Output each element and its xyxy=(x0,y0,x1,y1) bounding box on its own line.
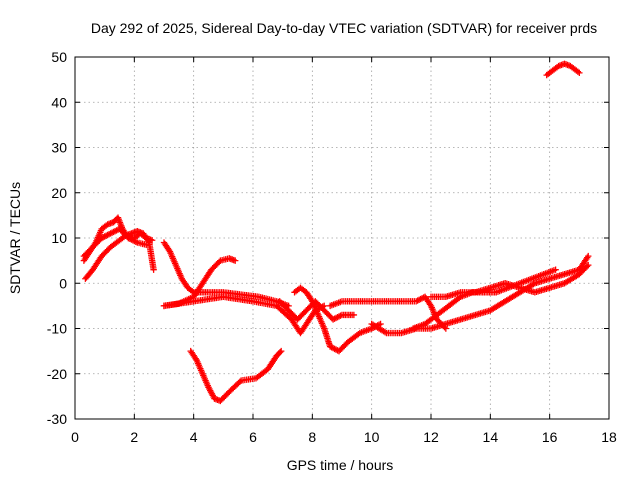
x-tick-label: 6 xyxy=(249,429,257,445)
x-tick-label: 16 xyxy=(542,429,558,445)
data-point xyxy=(132,238,140,245)
y-tick-label: -30 xyxy=(47,411,67,427)
x-tick-label: 2 xyxy=(130,429,138,445)
x-tick-label: 12 xyxy=(423,429,439,445)
y-tick-label: 0 xyxy=(59,275,67,291)
x-tick-label: 10 xyxy=(364,429,380,445)
data-point xyxy=(143,241,150,248)
data-point xyxy=(377,320,384,328)
data-point xyxy=(277,347,285,355)
y-tick-label: -10 xyxy=(47,321,67,337)
chart-title: Day 292 of 2025, Sidereal Day-to-day VTE… xyxy=(91,20,597,36)
data-point xyxy=(585,261,592,269)
data-point xyxy=(576,69,583,77)
series-arc-f xyxy=(160,293,328,337)
series-arc-k xyxy=(368,252,592,337)
y-axis-label: SDTVAR / TECUs xyxy=(7,182,23,294)
series-arc-g xyxy=(187,347,285,405)
series-arc-d xyxy=(160,239,292,310)
series-arc-c xyxy=(80,225,150,260)
series-arc-n xyxy=(543,60,583,79)
x-tick-label: 14 xyxy=(483,429,499,445)
x-tick-label: 8 xyxy=(308,429,316,445)
y-tick-label: 30 xyxy=(51,140,67,156)
y-tick-labels: -30 -20 -10 0 10 20 30 40 50 xyxy=(47,49,67,427)
x-axis-label: GPS time / hours xyxy=(287,457,394,473)
data-point xyxy=(276,349,284,356)
data-point xyxy=(150,266,157,273)
data-point xyxy=(337,312,344,319)
series-arc-i xyxy=(291,284,384,355)
data-point xyxy=(585,252,592,260)
grid-lines xyxy=(75,57,609,419)
data-point xyxy=(583,263,591,270)
y-tick-label: 40 xyxy=(51,94,67,110)
data-point xyxy=(552,266,559,273)
data-point xyxy=(381,328,389,336)
axis-ticks xyxy=(74,56,610,420)
y-tick-label: 50 xyxy=(51,49,67,65)
x-tick-label: 0 xyxy=(71,429,79,445)
series-arc-m xyxy=(427,261,592,301)
series-arc-b xyxy=(82,228,157,282)
data-marks xyxy=(80,60,592,405)
data-point xyxy=(350,311,358,319)
x-tick-label: 4 xyxy=(190,429,198,445)
y-tick-label: 10 xyxy=(51,230,67,246)
y-tick-label: 20 xyxy=(51,185,67,201)
y-tick-label: -20 xyxy=(47,366,67,382)
x-tick-label: 18 xyxy=(601,429,617,445)
data-point xyxy=(232,257,239,264)
x-tick-labels: 0 2 4 6 8 10 12 14 16 18 xyxy=(71,429,617,445)
